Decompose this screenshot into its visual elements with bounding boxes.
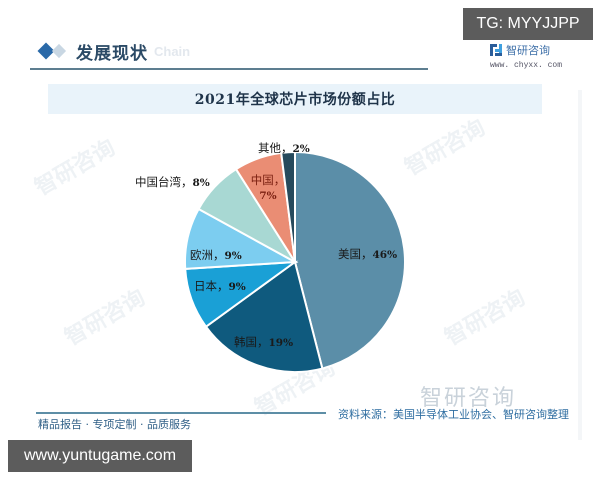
pie-slice: [280, 150, 296, 263]
label-china: 中国， 7%: [247, 172, 289, 202]
label-text: 美国，: [338, 247, 373, 261]
brand-name: 智研咨询: [506, 44, 550, 57]
label-value: 7%: [259, 190, 277, 202]
chart-title: 2021年全球芯片市场份额占比: [194, 92, 396, 108]
label-text: 中国，: [250, 173, 286, 187]
label-value: 8%: [192, 177, 210, 189]
footer-tagline: 精品报告 · 专项定制 · 品质服务: [38, 418, 191, 431]
ghost-text: Chain: [154, 43, 191, 59]
chart-title-bar: 2021年全球芯片市场份额占比: [48, 84, 542, 114]
url-overlay-badge: www.yuntugame.com: [8, 440, 192, 472]
label-europe: 欧洲，9%: [190, 247, 242, 263]
label-value: 19%: [268, 337, 294, 349]
card-edge: [578, 90, 582, 440]
pie-slice: [294, 150, 406, 370]
label-others: 其他，2%: [258, 140, 310, 156]
label-korea: 韩国，19%: [234, 334, 293, 350]
label-usa: 美国，46%: [338, 246, 397, 262]
label-japan: 日本，9%: [194, 278, 246, 294]
label-text: 其他，: [258, 141, 293, 155]
label-value: 46%: [372, 249, 398, 261]
section-title: 发展现状: [76, 43, 148, 64]
header-divider: [30, 68, 428, 70]
brand-logo-block: 智研咨询 www. chyxx. com: [490, 42, 562, 70]
tg-overlay-badge: TG: MYYJJPP: [463, 8, 593, 40]
label-text: 中国台湾，: [135, 175, 193, 189]
label-taiwan: 中国台湾，8%: [135, 174, 210, 190]
label-value: 9%: [228, 281, 246, 293]
section-header: 发展现状 Chain: [32, 36, 190, 66]
label-text: 欧洲，: [190, 248, 225, 262]
watermark-logo: 智研咨询: [420, 386, 517, 411]
pie-slice: [204, 260, 324, 373]
brand-logo-icon: [490, 44, 502, 56]
label-value: 9%: [224, 250, 242, 262]
brand-url: www. chyxx. com: [490, 61, 563, 70]
label-text: 日本，: [194, 279, 229, 293]
source-note: 资料来源：美国半导体工业协会、智研咨询整理: [338, 408, 569, 421]
label-text: 韩国，: [234, 335, 269, 349]
footer-divider: [36, 412, 326, 414]
label-value: 2%: [292, 143, 310, 155]
